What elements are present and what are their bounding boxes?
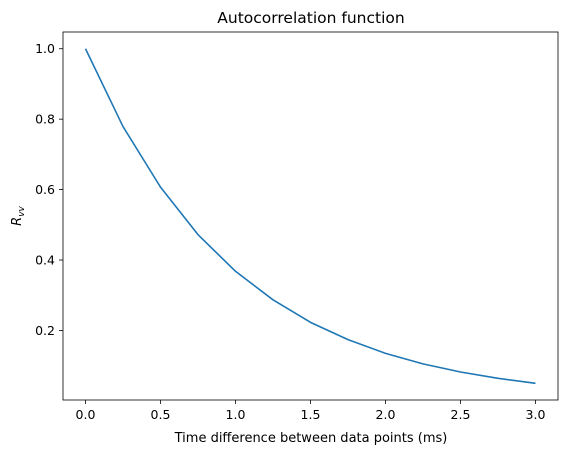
y-axis-label: Rvv — [10, 205, 27, 225]
x-tick-label: 1.5 — [301, 407, 321, 422]
x-tick-label: 1.0 — [226, 407, 246, 422]
x-tick-label: 0.5 — [151, 407, 171, 422]
y-tick-label: 0.4 — [35, 253, 55, 268]
x-tick-label: 3.0 — [526, 407, 546, 422]
x-tick-label: 0.0 — [76, 407, 96, 422]
chart-title: Autocorrelation function — [217, 9, 404, 27]
y-tick-label: 1.0 — [35, 41, 55, 56]
y-tick-label: 0.8 — [35, 112, 55, 127]
series-line — [84, 48, 536, 385]
y-tick-label: 0.2 — [35, 323, 55, 338]
x-tick-label: 2.5 — [451, 407, 471, 422]
x-tick-label: 2.0 — [376, 407, 396, 422]
x-axis: 0.0 0.5 1.0 1.5 2.0 2.5 3.0 — [76, 400, 546, 422]
plot-area — [62, 31, 559, 401]
y-axis-label-main: R — [10, 217, 25, 226]
y-tick-label: 0.6 — [35, 182, 55, 197]
y-axis: 0.2 0.4 0.6 0.8 1.0 — [35, 41, 63, 338]
x-axis-label: Time difference between data points (ms) — [174, 431, 448, 446]
y-axis-label-sub: vv — [17, 205, 27, 216]
series-layer — [84, 48, 536, 385]
